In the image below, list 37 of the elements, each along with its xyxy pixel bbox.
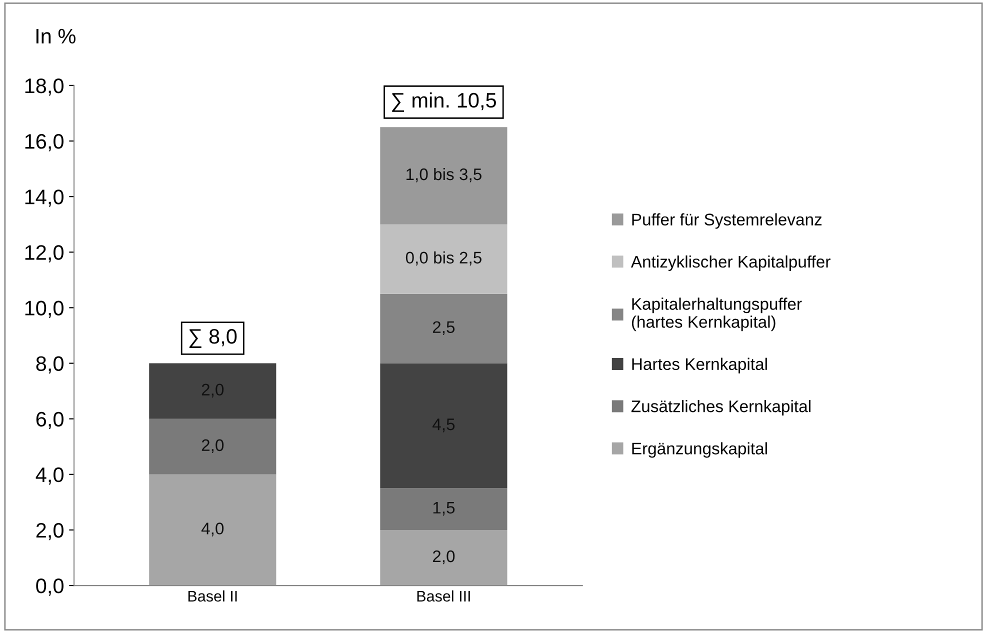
legend-label: Hartes Kernkapital [632, 358, 767, 374]
data-label: 0,0 bis 2,5 [406, 251, 482, 266]
bar [380, 294, 508, 364]
legend-label: Kapitalerhaltungspuffer (hartes Kernkapital) [632, 298, 802, 332]
x-tick-label: Basel II [188, 590, 237, 602]
bar [380, 127, 508, 224]
y-tick-label: 10,0 [25, 300, 64, 318]
y-tick-label: 6,0 [36, 412, 64, 430]
bar [149, 418, 276, 474]
bar [380, 488, 508, 530]
annotation: ∑ min. 10,5 [392, 92, 496, 112]
y-tick-label: 4,0 [36, 467, 64, 485]
legend-label: Antizyklischer Kapitalpuffer [630, 255, 830, 271]
y-tick-label: 18,0 [25, 78, 64, 96]
data-label: 1,0 bis 3,5 [406, 168, 482, 182]
data-label: 2,5 [432, 321, 455, 335]
legend-label: Ergänzungskapital [632, 442, 767, 458]
bar [149, 363, 276, 419]
legend-label: Puffer für Systemrelevanz [632, 213, 822, 229]
data-label: 2,0 [432, 550, 455, 564]
data-label: 1,5 [433, 502, 455, 516]
y-tick-label: 14,0 [25, 190, 64, 207]
legend-label: Zusätzliches Kernkapital [631, 400, 810, 416]
y-tick-label: 0,0 [36, 578, 64, 596]
y-tick-label: 2,0 [36, 522, 64, 540]
bar [149, 474, 276, 586]
y-axis-title: In % [36, 28, 76, 44]
x-tick-label: Basel III [417, 590, 470, 602]
data-label: 4,0 [201, 522, 224, 536]
y-tick-label: 16,0 [25, 134, 64, 152]
bar [380, 224, 508, 294]
data-label: 2,0 [202, 439, 224, 454]
annotation: ∑ 8,0 [189, 329, 237, 348]
bar [380, 530, 508, 586]
y-tick-label: 12,0 [25, 245, 64, 262]
y-tick-label: 8,0 [36, 356, 64, 374]
bar [380, 363, 508, 488]
